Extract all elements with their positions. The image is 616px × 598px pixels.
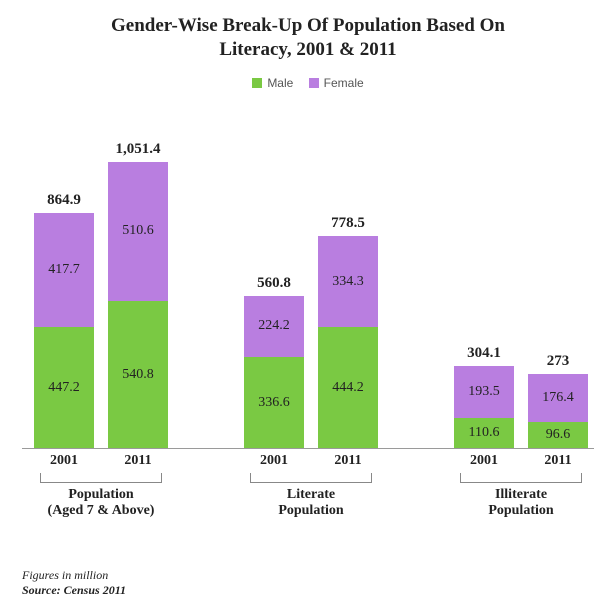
footer-source: Source: Census 2011 [22,583,594,598]
group-label: Population(Aged 7 & Above) [34,487,168,521]
segment-value: 110.6 [469,425,500,441]
bar-segment-male: 447.2 [34,327,94,449]
group-brackets: Population(Aged 7 & Above) LiteratePopula… [22,473,594,521]
year-group: 2001 2011 [244,453,378,469]
bar-total-label: 273 [547,353,570,370]
bar: 864.9 417.7 447.2 [34,119,94,449]
segment-value: 176.4 [542,390,574,406]
bar-group: 560.8 224.2 336.6 778.5 334.3 444.2 [244,119,378,449]
bar-segment-female: 510.6 [108,162,168,301]
plot-area: 864.9 417.7 447.2 1,051.4 510.6 540.8 560.8 224… [22,119,594,449]
bar: 778.5 334.3 444.2 [318,119,378,449]
bar: 304.1 193.5 110.6 [454,119,514,449]
bar-segment-male: 540.8 [108,301,168,448]
footer-note: Figures in million [22,568,594,583]
chart-title: Gender-Wise Break-Up Of Population Based… [22,14,594,62]
bar-segment-male: 110.6 [454,418,514,448]
chart-container: Gender-Wise Break-Up Of Population Based… [0,0,616,572]
bar: 560.8 224.2 336.6 [244,119,304,449]
segment-value: 336.6 [258,395,290,411]
year-group: 2001 2011 [34,453,168,469]
legend-female: Female [309,76,364,90]
segment-value: 444.2 [332,380,364,396]
x-labels: 2001 2011 2001 2011 2001 2011 [22,453,594,469]
bar-total-label: 864.9 [47,192,81,209]
segment-value: 224.2 [258,318,290,334]
bar-segment-female: 224.2 [244,296,304,357]
segment-value: 540.8 [122,367,154,383]
segment-value: 510.6 [122,223,154,239]
x-axis [22,448,594,449]
group-bracket: LiteratePopulation [244,473,378,521]
year-group: 2001 2011 [454,453,588,469]
bar: 273 176.4 96.6 [528,119,588,449]
segment-value: 334.3 [332,274,364,290]
year-label: 2011 [318,453,378,469]
legend-female-label: Female [324,76,364,90]
title-line-1: Gender-Wise Break-Up Of Population Based… [111,15,505,36]
group-label: IlliteratePopulation [454,487,588,521]
legend-male-label: Male [267,76,293,90]
legend: Male Female [22,76,594,91]
year-label: 2011 [108,453,168,469]
bar-total-label: 1,051.4 [116,141,161,158]
legend-male-swatch [252,78,262,88]
bar-group: 304.1 193.5 110.6 273 176.4 96.6 [454,119,588,449]
bar-group: 864.9 417.7 447.2 1,051.4 510.6 540.8 [34,119,168,449]
bar: 1,051.4 510.6 540.8 [108,119,168,449]
bar-segment-female: 193.5 [454,366,514,419]
legend-female-swatch [309,78,319,88]
year-label: 2001 [454,453,514,469]
segment-value: 96.6 [546,427,571,443]
group-bracket: Population(Aged 7 & Above) [34,473,168,521]
year-label: 2001 [244,453,304,469]
group-label: LiteratePopulation [244,487,378,521]
bar-groups: 864.9 417.7 447.2 1,051.4 510.6 540.8 560.8 224… [22,119,594,449]
bar-total-label: 304.1 [467,345,501,362]
year-label: 2011 [528,453,588,469]
title-line-2: Literacy, 2001 & 2011 [219,39,396,60]
bar-total-label: 560.8 [257,275,291,292]
group-bracket: IlliteratePopulation [454,473,588,521]
bar-segment-female: 334.3 [318,236,378,327]
bar-segment-male: 336.6 [244,357,304,449]
segment-value: 417.7 [48,262,80,278]
year-label: 2001 [34,453,94,469]
bar-segment-female: 176.4 [528,374,588,422]
bar-total-label: 778.5 [331,215,365,232]
bar-segment-male: 444.2 [318,327,378,448]
segment-value: 447.2 [48,380,80,396]
legend-male: Male [252,76,293,90]
segment-value: 193.5 [468,384,500,400]
footer: Figures in million Source: Census 2011 [22,568,594,598]
bar-segment-female: 417.7 [34,213,94,327]
bar-segment-male: 96.6 [528,422,588,448]
